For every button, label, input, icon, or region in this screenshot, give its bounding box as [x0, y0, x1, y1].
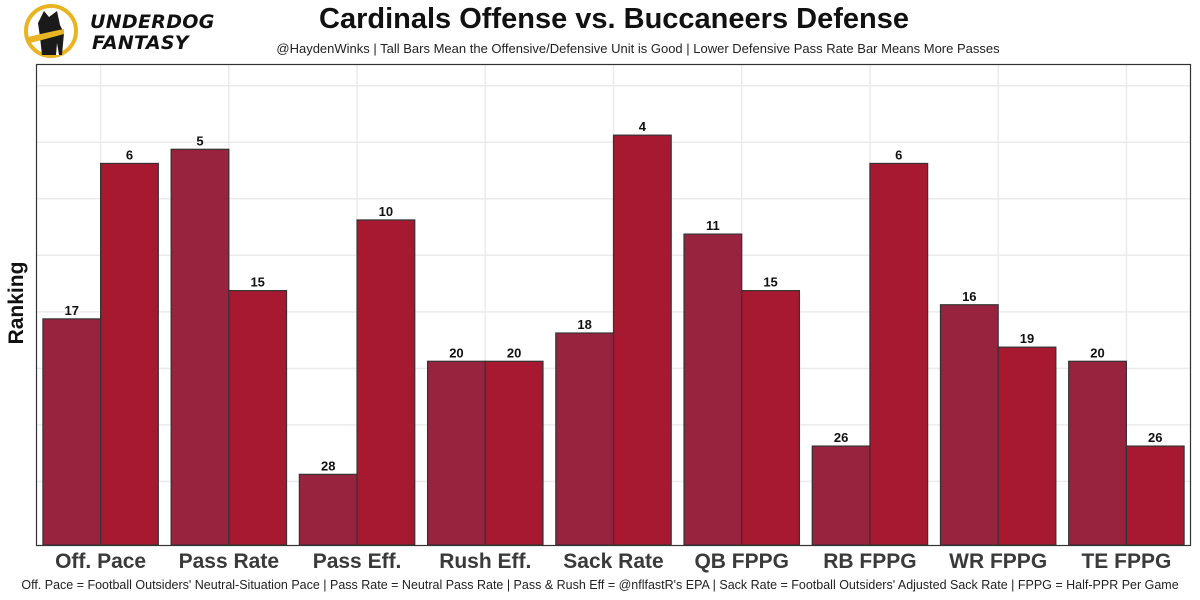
bar-defense — [228, 290, 288, 546]
data-label: 16 — [962, 289, 976, 304]
bar-offense — [1068, 360, 1127, 546]
bar-offense — [811, 445, 871, 546]
x-tick-label: QB FPPG — [694, 550, 789, 573]
bar-offense — [426, 360, 486, 546]
bar-defense — [612, 134, 672, 546]
underdog-fantasy-logo: UNDERDOG FANTASY — [4, 3, 224, 59]
bar-defense — [869, 162, 929, 546]
x-tick-label: Off. Pace — [55, 550, 146, 573]
x-tick-label: RB FPPG — [823, 550, 916, 573]
data-label: 6 — [126, 147, 133, 162]
chart-title: Cardinals Offense vs. Buccaneers Defense — [319, 3, 909, 35]
bar-defense — [100, 162, 159, 546]
bar-offense — [298, 473, 358, 546]
bar-offense — [170, 148, 230, 546]
bars — [42, 134, 1185, 546]
x-tick-label: Pass Rate — [179, 550, 279, 573]
data-label: 4 — [639, 119, 647, 134]
data-label: 28 — [321, 458, 335, 473]
bar-offense — [555, 332, 615, 546]
data-label: 20 — [1090, 345, 1104, 360]
logo-text-line1: UNDERDOG — [90, 11, 215, 33]
x-tick-label: WR FPPG — [949, 550, 1047, 573]
data-label: 19 — [1020, 331, 1034, 346]
data-label: 20 — [449, 345, 463, 360]
data-label: 11 — [706, 218, 720, 233]
x-tick-label: TE FPPG — [1081, 550, 1171, 573]
bar-defense — [997, 346, 1057, 546]
x-tick-labels: Off. Pace Pass Rate Pass Eff. Rush Eff. Sack… — [55, 550, 1171, 573]
chart-caption: Off. Pace = Football Outsiders' Neutral-… — [21, 578, 1179, 592]
bar-offense — [42, 318, 102, 546]
data-label: 6 — [895, 147, 902, 162]
data-label: 10 — [379, 204, 393, 219]
bar-defense — [741, 290, 801, 546]
bar-defense — [1125, 445, 1185, 546]
x-tick-label: Rush Eff. — [439, 550, 531, 573]
underdog-dog-icon — [24, 4, 78, 58]
bar-defense — [484, 360, 544, 546]
logo-text-line2: FANTASY — [92, 32, 189, 54]
x-tick-label: Pass Eff. — [313, 550, 402, 573]
panel-border — [35, 63, 1192, 547]
data-label: 17 — [65, 303, 79, 318]
data-label: 20 — [507, 345, 521, 360]
data-label: 15 — [763, 275, 777, 290]
data-label: 26 — [834, 430, 848, 445]
data-labels: 17 5 28 20 18 11 26 16 20 6 15 10 20 4 15 6 19 26 — [65, 119, 1163, 473]
data-label: 5 — [196, 133, 203, 148]
chart-subtitle: @HaydenWinks | Tall Bars Mean the Offens… — [276, 41, 1000, 56]
bar-offense — [939, 304, 999, 546]
bar-defense — [356, 219, 416, 546]
x-tick-label: Sack Rate — [563, 550, 663, 573]
data-label: 15 — [250, 275, 264, 290]
data-label: 26 — [1148, 430, 1162, 445]
data-label: 18 — [577, 317, 591, 332]
bar-offense — [683, 233, 743, 546]
